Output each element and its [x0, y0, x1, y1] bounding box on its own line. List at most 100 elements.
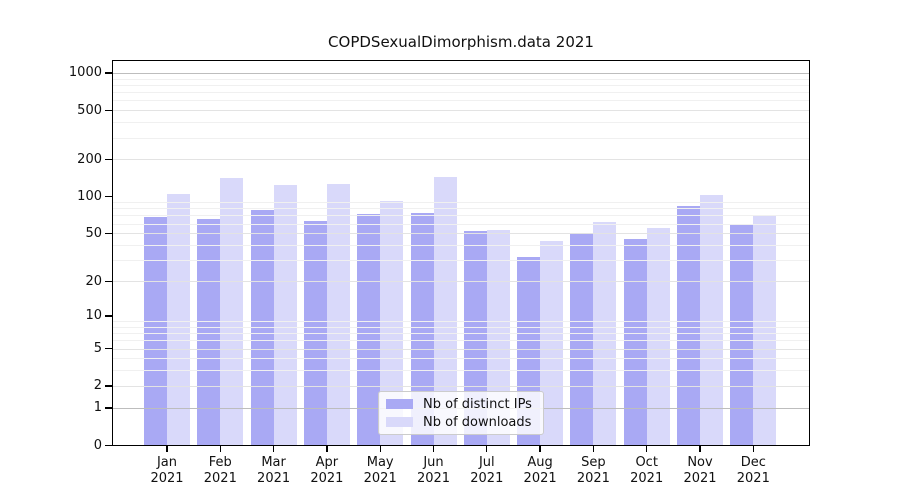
gridline-7: [112, 333, 810, 335]
bar-oct-ips: [623, 238, 647, 446]
y-tick-label: 2: [93, 378, 102, 394]
gridline-3: [112, 370, 810, 372]
gridline-80: [112, 208, 810, 210]
y-tick-label: 0: [93, 437, 102, 453]
x-tick-dec: [752, 446, 754, 452]
x-tick-apr: [326, 446, 328, 452]
gridline-2: [112, 385, 810, 387]
x-tick-mar: [272, 446, 275, 452]
x-tick-jun: [432, 446, 435, 452]
bar-jan-ips: [144, 216, 167, 446]
y-tick-label: 1: [93, 400, 102, 416]
bar-aug-downloads: [540, 241, 564, 446]
y-tick-1: [105, 407, 112, 409]
gridline-9: [112, 321, 810, 322]
x-tick-label: Nov 2021: [670, 455, 730, 487]
bar-may-ips: [357, 213, 381, 446]
y-tick-10: [105, 315, 112, 317]
x-tick-label: Apr 2021: [297, 455, 357, 487]
x-tick-label: Dec 2021: [723, 455, 783, 487]
y-tick-5: [105, 348, 112, 350]
bar-mar-ips: [250, 210, 274, 446]
x-tick-label: Sep 2021: [563, 455, 623, 487]
year-label: 2021: [257, 471, 291, 486]
y-tick-50: [105, 232, 112, 235]
gridline-8: [112, 326, 810, 328]
gridline-70: [112, 215, 810, 217]
year-label: 2021: [630, 471, 664, 486]
gridline-400: [112, 122, 810, 124]
gridline-90: [112, 202, 810, 204]
y-tick-2: [105, 385, 112, 387]
gridline-700: [112, 92, 810, 94]
gridline-900: [112, 78, 810, 80]
month-label: Mar: [261, 455, 286, 470]
legend: Nb of distinct IPs Nb of downloads: [378, 391, 544, 435]
month-label: Sep: [581, 455, 606, 470]
gridline-5: [112, 348, 810, 350]
gridline-4: [112, 358, 810, 360]
x-tick-label: May 2021: [350, 455, 410, 487]
y-tick-200: [105, 158, 112, 161]
legend-item-downloads: Nb of downloads: [379, 415, 543, 430]
bar-feb-ips: [197, 218, 221, 446]
gridline-300: [112, 137, 810, 139]
bar-nov-downloads: [700, 194, 723, 446]
gridline-20: [112, 281, 810, 283]
year-label: 2021: [416, 471, 451, 486]
y-tick-500: [105, 109, 112, 112]
y-tick-label: 50: [85, 225, 102, 241]
x-tick-sep: [592, 446, 595, 452]
month-label: May: [366, 455, 394, 470]
month-label: Jan: [156, 455, 178, 470]
year-label: 2021: [576, 471, 610, 486]
x-tick-nov: [699, 446, 701, 452]
month-label: Nov: [687, 455, 713, 470]
x-tick-label: Jul 2021: [457, 455, 517, 487]
month-label: Feb: [208, 455, 232, 470]
month-label: Jun: [423, 455, 444, 470]
x-tick-jul: [486, 446, 488, 452]
year-label: 2021: [736, 471, 770, 486]
x-tick-feb: [219, 446, 221, 452]
x-tick-may: [379, 446, 381, 452]
y-tick-1000: [105, 72, 112, 74]
gridline-500: [112, 110, 810, 112]
month-label: Dec: [740, 455, 766, 470]
x-tick-label: Aug 2021: [510, 455, 570, 487]
gridline-6: [112, 340, 810, 342]
gridline-60: [112, 223, 810, 225]
y-tick-label: 100: [77, 188, 102, 204]
x-tick-label: Feb 2021: [190, 455, 250, 487]
month-label: Jul: [478, 455, 495, 470]
bar-jun-downloads: [433, 176, 457, 446]
bar-sep-ips: [570, 233, 594, 446]
bar-dec-downloads: [753, 216, 777, 446]
bar-apr-downloads: [326, 183, 350, 446]
gridline-600: [112, 100, 810, 102]
legend-label-downloads: Nb of downloads: [423, 414, 532, 430]
y-tick-0: [105, 444, 112, 446]
year-label: 2021: [523, 471, 557, 486]
y-tick-100: [105, 195, 112, 198]
month-label: Aug: [527, 455, 553, 470]
y-tick-label: 500: [77, 102, 102, 118]
legend-label-distinct-ips: Nb of distinct IPs: [423, 396, 532, 412]
y-tick-label: 10: [85, 308, 102, 324]
year-label: 2021: [683, 471, 717, 486]
gridline-200: [112, 159, 810, 161]
y-tick-20: [105, 280, 112, 282]
year-label: 2021: [310, 471, 344, 486]
year-label: 2021: [470, 471, 504, 486]
gridline-40: [112, 245, 810, 246]
y-tick-label: 20: [85, 273, 102, 289]
x-tick-label: Jun 2021: [404, 455, 464, 487]
y-tick-label: 200: [77, 151, 102, 167]
x-tick-jan: [166, 446, 168, 452]
legend-item-distinct-ips: Nb of distinct IPs: [379, 397, 543, 412]
bar-jun-ips: [410, 213, 434, 446]
x-tick-aug: [539, 446, 541, 452]
gridline-800: [112, 84, 810, 86]
month-label: Apr: [315, 455, 339, 470]
